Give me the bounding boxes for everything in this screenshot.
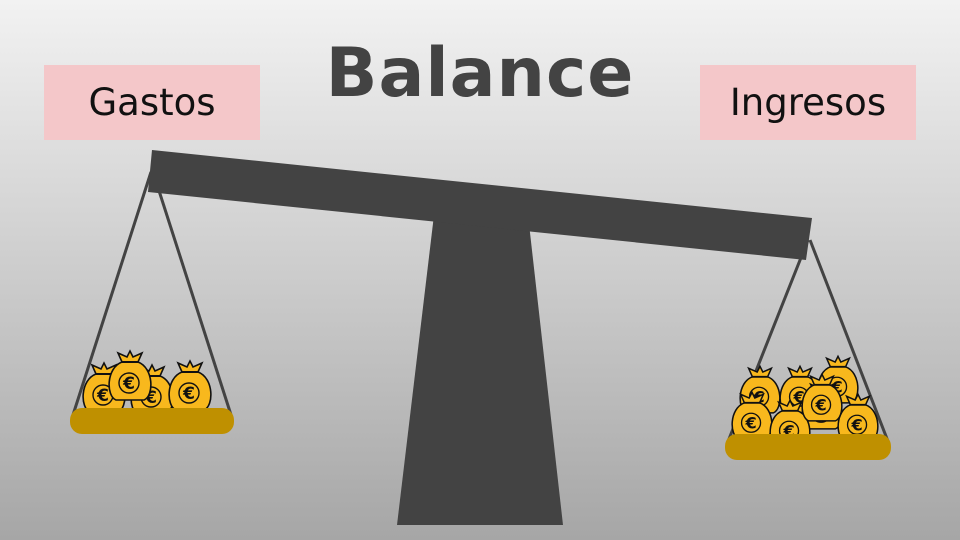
money-bag-icon: € [801,372,843,422]
euro-symbol: € [96,386,109,406]
money-bag-icon: € [108,349,152,401]
right-pan [725,434,891,460]
euro-symbol: € [744,413,756,432]
euro-symbol: € [182,384,195,404]
income-label: Ingresos [700,65,916,140]
money-bag-icon: € [837,392,879,442]
diagram-title: Balance [325,34,635,113]
expenses-label: Gastos [44,65,260,140]
money-bag-icon: € [731,390,773,440]
left-pan [70,408,234,434]
euro-symbol: € [814,395,826,414]
left-pan-bags: € € €€ [82,349,212,415]
euro-symbol: € [122,374,135,394]
scale-stand [397,215,563,525]
right-pan-bags: €€€€€€€€ [731,354,879,448]
euro-symbol: € [850,415,862,434]
left-pan-strings [70,171,234,419]
scale-beam [148,150,812,260]
money-bag-icon: € [168,359,212,411]
